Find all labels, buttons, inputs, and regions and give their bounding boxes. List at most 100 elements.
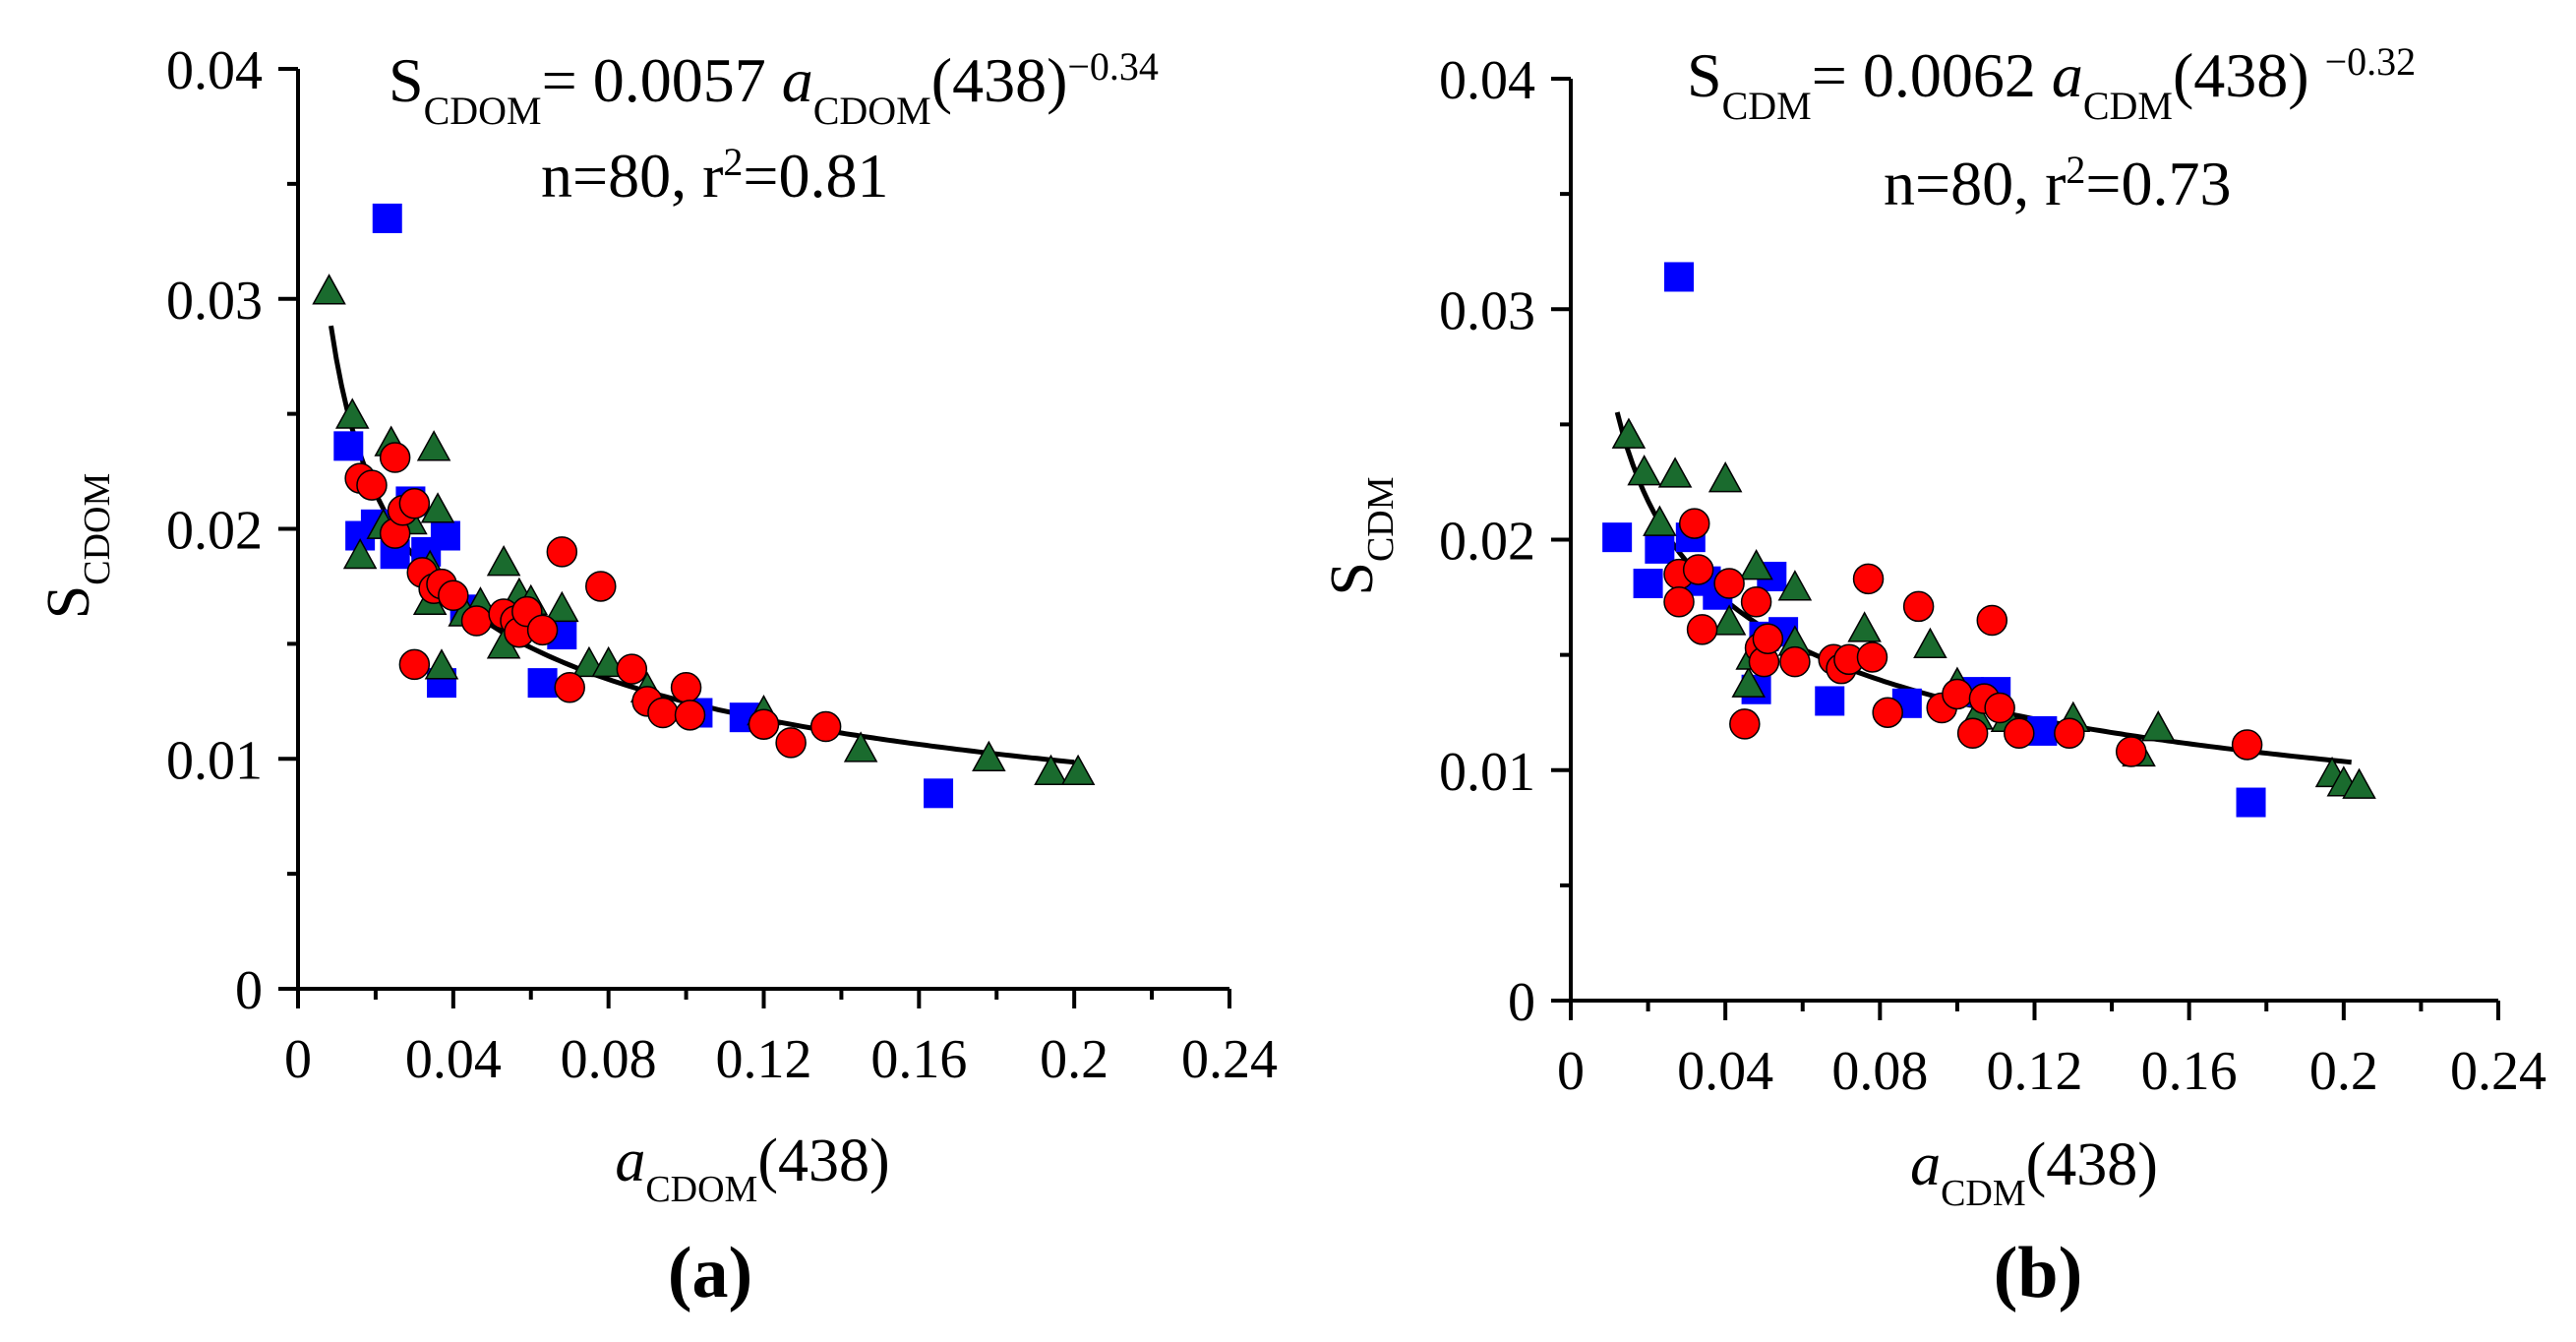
triangle-marker xyxy=(843,731,878,762)
circle-marker xyxy=(546,536,578,568)
circle-marker xyxy=(1779,645,1811,678)
circle-marker xyxy=(2231,729,2263,761)
circle-marker xyxy=(1902,590,1935,623)
circle-marker xyxy=(379,442,411,473)
chart-panel-b: 0 0.04 0.08 0.12 0.16 0.2 0.24 0 0.01 0.02 0.03 0.0… xyxy=(1319,39,2546,1314)
triangle-marker xyxy=(1731,666,1767,698)
chart-panel-a: 0 0.04 0.08 0.12 0.16 0.2 0.24 0 0.01 0.02 0.03 0.0… xyxy=(35,40,1278,1313)
circle-marker xyxy=(1682,554,1714,585)
circle-marker xyxy=(748,708,780,740)
triangle-marker xyxy=(1847,611,1882,642)
y-tick-label: 0 xyxy=(1508,972,1535,1033)
square-marker xyxy=(372,203,402,233)
triangle-marker xyxy=(334,397,370,429)
circle-marker xyxy=(1752,623,1784,654)
y-tick-label: 0.04 xyxy=(166,40,263,101)
circle-marker xyxy=(1976,604,2008,637)
circle-marker xyxy=(1852,563,1885,595)
circle-marker xyxy=(1984,692,2015,724)
triangle-marker xyxy=(2342,767,2376,799)
circle-marker xyxy=(1956,717,1989,750)
square-marker xyxy=(1602,522,1633,553)
square-marker xyxy=(2236,787,2266,818)
triangle-marker xyxy=(424,648,459,680)
x-tick-label: 0.24 xyxy=(1181,1029,1278,1090)
square-marker xyxy=(1645,533,1675,564)
circle-marker xyxy=(398,648,431,681)
square-marker xyxy=(1664,262,1695,292)
circle-marker xyxy=(2054,717,2085,750)
triangle-marker xyxy=(1611,417,1647,449)
circle-marker xyxy=(1663,585,1695,618)
x-tick-label: 0.08 xyxy=(1831,1041,1928,1102)
circle-marker xyxy=(1872,697,1903,728)
triangle-marker xyxy=(1739,549,1773,580)
y-axis-title: SCDOM xyxy=(35,473,118,620)
triangle-marker xyxy=(1627,455,1661,486)
triangle-marker xyxy=(1060,754,1096,786)
x-tick-label: 0.04 xyxy=(405,1029,502,1090)
circle-marker xyxy=(438,580,469,612)
x-axis-title: aCDM(438) xyxy=(1910,1131,2158,1214)
triangle-marker xyxy=(1643,505,1677,536)
circle-marker xyxy=(398,488,431,519)
panel-label: (b) xyxy=(1994,1233,2082,1313)
circle-marker xyxy=(2004,717,2035,750)
y-tick-label: 0.01 xyxy=(166,730,263,791)
fit-stats: n=80, r2=0.81 xyxy=(541,140,889,212)
square-marker xyxy=(333,431,364,461)
circle-marker xyxy=(585,571,617,602)
x-tick-label: 0 xyxy=(284,1029,312,1090)
x-tick-label: 0.2 xyxy=(1040,1029,1108,1090)
circle-marker xyxy=(809,710,842,743)
triangle-marker xyxy=(1711,604,1747,636)
circle-marker xyxy=(775,727,807,759)
triangle-marker xyxy=(342,537,378,570)
y-tick-label: 0.03 xyxy=(1439,280,1535,341)
x-tick-label: 0.24 xyxy=(2450,1041,2546,1102)
circle-marker xyxy=(554,672,585,703)
circle-marker xyxy=(647,697,679,729)
y-tick-label: 0.04 xyxy=(1439,50,1535,111)
y-tick-label: 0.02 xyxy=(1439,512,1535,573)
x-tick-label: 0.16 xyxy=(870,1029,967,1090)
circle-marker xyxy=(356,469,388,501)
fit-equation: SCDM= 0.0062 aCDM(438) −0.32 xyxy=(1687,39,2416,128)
x-tick-label: 0.12 xyxy=(716,1029,812,1090)
fit-equation: SCDOM= 0.0057 aCDOM(438)−0.34 xyxy=(389,44,1159,133)
y-axis-title: SCDM xyxy=(1319,476,1402,595)
square-marker xyxy=(924,778,954,809)
triangle-marker xyxy=(1034,754,1068,786)
triangle-marker xyxy=(2140,710,2176,742)
circle-marker xyxy=(1686,614,1718,645)
circle-marker xyxy=(616,653,648,685)
square-marker xyxy=(1633,569,1663,599)
circle-marker xyxy=(1678,508,1710,539)
circle-marker xyxy=(1856,641,1888,673)
triangle-marker xyxy=(312,274,346,305)
square-marker xyxy=(1815,686,1845,716)
x-tick-label: 0.2 xyxy=(2309,1041,2378,1102)
y-tick-label: 0.02 xyxy=(166,501,263,562)
circle-marker xyxy=(1729,708,1761,740)
circle-marker xyxy=(1713,568,1745,599)
circle-marker xyxy=(526,614,559,646)
x-tick-label: 0.16 xyxy=(2141,1041,2238,1102)
circle-marker xyxy=(674,700,706,731)
triangle-marker xyxy=(486,545,521,577)
triangle-marker xyxy=(416,430,451,461)
circle-marker xyxy=(460,605,493,637)
circle-marker xyxy=(1942,678,1973,710)
square-marker xyxy=(527,668,558,699)
square-marker xyxy=(430,520,460,551)
circle-marker xyxy=(2115,736,2147,767)
triangle-marker xyxy=(420,492,455,523)
triangle-marker xyxy=(972,740,1006,771)
triangle-marker xyxy=(1657,457,1693,488)
triangle-marker xyxy=(1777,570,1813,601)
x-axis-title: aCDOM(438) xyxy=(615,1128,889,1210)
triangle-marker xyxy=(1913,627,1947,659)
x-tick-label: 0.08 xyxy=(561,1029,657,1090)
circle-marker xyxy=(670,672,702,703)
